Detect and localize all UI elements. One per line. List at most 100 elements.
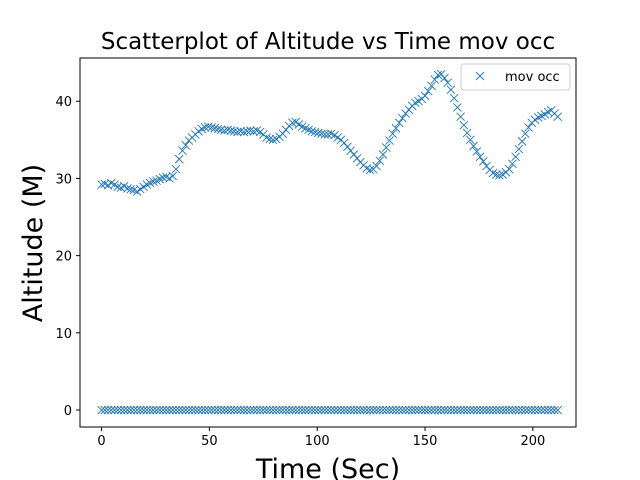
data-point: [165, 405, 174, 415]
data-point: [149, 405, 158, 415]
data-point: [203, 405, 213, 415]
data-point: [330, 405, 339, 415]
data-point: [275, 405, 284, 415]
data-point: [339, 405, 349, 415]
data-point: [388, 129, 398, 138]
data-point: [336, 405, 346, 415]
x-axis-label: Time (Sec): [255, 454, 400, 480]
data-point: [508, 159, 517, 169]
data-point: [469, 141, 478, 151]
data-point: [226, 405, 236, 415]
data-point: [540, 405, 550, 415]
data-point: [478, 405, 488, 415]
data-point: [297, 405, 307, 415]
data-point: [242, 127, 252, 136]
data-point: [472, 147, 482, 156]
data-point: [537, 405, 546, 415]
data-point: [514, 405, 524, 415]
data-point: [239, 127, 249, 137]
legend-box: [460, 63, 571, 91]
data-point: [546, 405, 556, 415]
data-point: [252, 405, 262, 415]
data-point: [323, 405, 333, 415]
data-point: [365, 165, 375, 175]
data-point: [265, 134, 275, 144]
data-point: [446, 405, 456, 415]
data-point: [440, 405, 449, 415]
data-point: [356, 405, 365, 415]
data-point: [158, 405, 168, 415]
data-point: [511, 405, 520, 415]
data-point: [174, 405, 184, 415]
data-point: [466, 135, 475, 145]
data-point: [420, 405, 430, 415]
data-point: [216, 405, 226, 415]
data-point: [488, 405, 498, 415]
data-point: [375, 156, 385, 165]
data-point: [310, 405, 320, 415]
data-point: [233, 127, 242, 137]
data-point: [436, 405, 446, 415]
data-point: [398, 113, 407, 123]
x-tick-label: 150: [413, 434, 438, 449]
data-point: [352, 405, 362, 415]
data-point: [168, 171, 178, 181]
data-point: [236, 127, 245, 136]
data-point: [168, 405, 178, 415]
data-point: [453, 103, 462, 112]
data-point: [475, 152, 485, 162]
data-point: [258, 405, 268, 415]
data-point: [430, 75, 440, 84]
data-point: [517, 405, 527, 415]
data-point: [278, 405, 288, 415]
data-point: [530, 405, 540, 415]
data-point: [381, 405, 391, 415]
data-point: [524, 405, 533, 415]
data-point: [440, 73, 449, 83]
data-point: [459, 405, 469, 415]
data-point: [313, 128, 323, 138]
data-point: [427, 81, 436, 91]
data-point: [427, 405, 436, 415]
data-point: [103, 405, 113, 415]
data-point: [349, 405, 359, 415]
data-point: [553, 112, 562, 121]
data-point: [203, 122, 213, 132]
x-tick-label: 200: [520, 434, 545, 449]
data-point: [236, 405, 245, 415]
y-axis: 0 10 20 30 40: [55, 95, 80, 419]
legend: mov occ: [460, 63, 571, 91]
y-tick-label: 20: [55, 250, 72, 265]
data-point: [145, 405, 155, 415]
data-point: [495, 171, 504, 180]
data-point: [521, 129, 530, 138]
data-points: [97, 69, 562, 415]
data-point: [268, 135, 278, 145]
data-point: [423, 86, 433, 96]
data-point: [553, 405, 562, 415]
data-point: [246, 126, 255, 135]
data-point: [271, 405, 281, 415]
data-point: [326, 405, 336, 415]
data-point: [265, 405, 275, 415]
data-point: [391, 405, 401, 415]
data-point: [200, 123, 210, 132]
data-point: [443, 78, 453, 88]
data-point: [233, 405, 242, 415]
data-point: [155, 405, 165, 415]
chart-title: Scatterplot of Altitude vs Time mov occ: [101, 29, 555, 55]
data-point: [307, 405, 317, 415]
data-point: [491, 405, 501, 415]
data-point: [423, 405, 433, 415]
data-point: [239, 405, 249, 415]
data-point: [139, 405, 148, 415]
data-point: [407, 405, 417, 415]
data-point: [401, 405, 410, 415]
data-point: [123, 405, 132, 415]
legend-x-marker: [475, 71, 485, 81]
data-point: [449, 405, 459, 415]
data-point: [521, 405, 530, 415]
data-point: [310, 127, 320, 137]
data-point: [181, 405, 190, 415]
